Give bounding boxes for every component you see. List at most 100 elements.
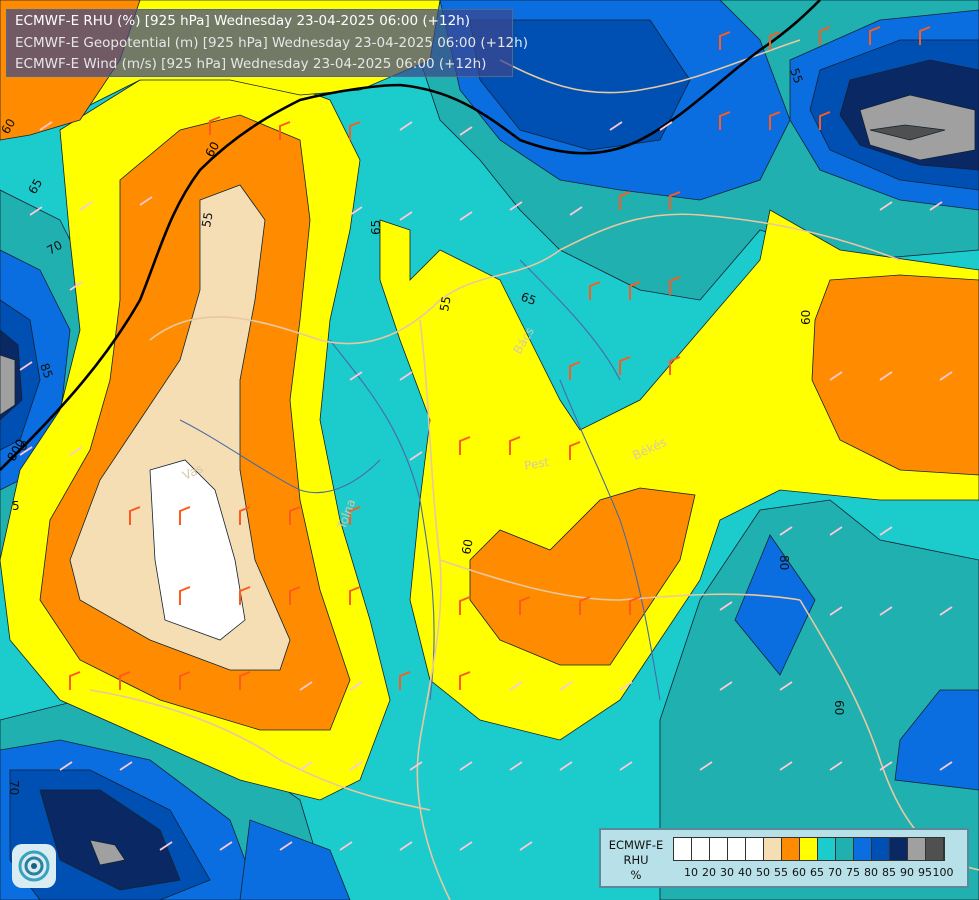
- wind-barb: [219, 841, 233, 851]
- legend-color-bar: [673, 837, 945, 861]
- wind-barb: [349, 206, 363, 216]
- legend-swatch: [872, 838, 890, 860]
- wind-barb: [459, 436, 471, 455]
- wind-barb: [929, 201, 943, 211]
- wind-barb: [819, 111, 831, 130]
- wind-barb: [349, 586, 361, 605]
- wind-barb: [459, 211, 473, 221]
- wind-barb: [59, 761, 73, 771]
- wind-barb: [239, 506, 251, 525]
- wind-barb: [629, 281, 641, 300]
- rhu-50-zone-west: [149, 459, 246, 641]
- rhu-80-zone-southcenter: [239, 819, 351, 900]
- wind-barb: [289, 506, 301, 525]
- rhu-75-zone-southeast: [659, 499, 979, 900]
- wind-barb: [519, 841, 533, 851]
- wind-barb: [559, 761, 573, 771]
- wind-barb: [349, 681, 363, 691]
- legend-swatch: [890, 838, 908, 860]
- wind-barb: [779, 526, 793, 536]
- contour-label: 60: [832, 700, 846, 715]
- legend-swatch: [782, 838, 800, 860]
- legend-label: ECMWF-E RHU %: [605, 838, 667, 883]
- wind-barb: [179, 506, 191, 525]
- legend-swatch: [674, 838, 692, 860]
- legend-swatch: [908, 838, 926, 860]
- wind-barb: [509, 201, 523, 211]
- wind-barb: [349, 506, 361, 525]
- wind-barb: [339, 841, 353, 851]
- contour-label: 65: [25, 176, 45, 196]
- wind-barb: [239, 671, 251, 690]
- wind-barb: [879, 606, 893, 616]
- wind-barb: [829, 526, 843, 536]
- wind-barb: [699, 761, 713, 771]
- geopotential-label: 60: [202, 139, 222, 159]
- wind-barb: [559, 681, 573, 691]
- wind-barb: [119, 671, 131, 690]
- contour-label: 80: [777, 555, 791, 570]
- wind-barb: [619, 356, 631, 375]
- wind-barb: [179, 671, 191, 690]
- wind-barb: [179, 586, 191, 605]
- legend-swatch: [818, 838, 836, 860]
- wind-barb: [869, 26, 881, 45]
- legend-tick-label: 10: [684, 866, 698, 879]
- legend-tick-labels: 10 20 30 40 50 55 60 65 70 75 80 85 90 95 100: [673, 866, 973, 880]
- contour-label: 55: [199, 211, 215, 228]
- rhu-80-zone-east-small: [894, 689, 979, 791]
- contour-label: 70: [45, 238, 65, 258]
- wind-barb: [829, 606, 843, 616]
- legend-tick-label: 60: [792, 866, 806, 879]
- geopotential-contour: [0, 0, 821, 471]
- wind-barb: [669, 356, 681, 375]
- wind-barb: [829, 761, 843, 771]
- legend-tick-label: 40: [738, 866, 752, 879]
- color-legend: ECMWF-E RHU % 10 20 30 40 50 55 60 65 70 75 80 85 90…: [599, 828, 969, 888]
- wind-barb: [769, 111, 781, 130]
- wind-barb: [69, 281, 83, 291]
- wind-barb: [299, 761, 313, 771]
- geopotential-title: ECMWF-E Geopotential (m) [925 hPa] Wedne…: [15, 35, 528, 51]
- legend-swatch: [854, 838, 872, 860]
- rhu-55-zone-west: [69, 184, 291, 671]
- legend-tick-label: 100: [932, 866, 954, 879]
- wind-barb: [589, 281, 601, 300]
- contour-label: 65: [369, 220, 383, 235]
- legend-swatch: [710, 838, 728, 860]
- wind-barb: [719, 681, 733, 691]
- wind-barb: [19, 361, 33, 371]
- legend-unit: %: [630, 868, 642, 882]
- wind-barb: [19, 446, 33, 456]
- legend-tick-label: 95: [918, 866, 932, 879]
- wind-barb: [579, 596, 591, 615]
- legend-tick-label: 75: [846, 866, 860, 879]
- rhu-60-zone-east: [811, 274, 979, 476]
- legend-tick-label: 50: [756, 866, 770, 879]
- wind-barb: [669, 276, 681, 295]
- wind-barb: [779, 681, 793, 691]
- legend-tick-label: 85: [882, 866, 896, 879]
- wind-barb: [69, 671, 81, 690]
- wind-barb: [659, 121, 673, 131]
- legend-swatch: [836, 838, 854, 860]
- wind-barb: [939, 371, 953, 381]
- rhu-90-zone-southwest: [39, 789, 181, 891]
- contour-label: 55: [437, 295, 453, 312]
- contour-label: 55: [787, 66, 805, 85]
- wind-barb: [569, 361, 581, 380]
- rhu-95-zone-west: [0, 354, 16, 416]
- wind-barb: [939, 606, 953, 616]
- wind-barb: [399, 121, 413, 131]
- wind-barb: [69, 446, 83, 456]
- legend-tick-label: 20: [702, 866, 716, 879]
- wind-barb: [279, 121, 291, 140]
- wind-barb: [629, 596, 641, 615]
- wind-barb: [509, 436, 521, 455]
- legend-swatch: [692, 838, 710, 860]
- legend-swatch: [800, 838, 818, 860]
- contour-label: 65: [519, 290, 538, 308]
- ecmwf-logo-icon: [12, 844, 56, 888]
- wind-barb: [119, 761, 133, 771]
- map-title-box: ECMWF-E RHU (%) [925 hPa] Wednesday 23-0…: [6, 9, 528, 77]
